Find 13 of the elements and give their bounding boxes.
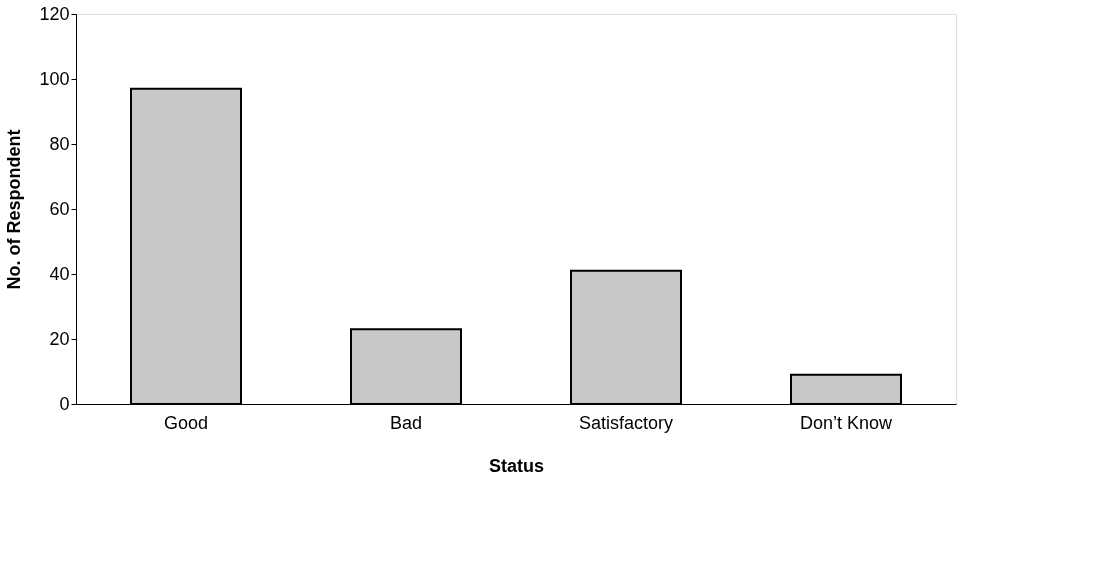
- y-tick-label: 120: [39, 3, 70, 24]
- y-tick-label: 40: [49, 263, 70, 284]
- y-tick-label: 100: [39, 68, 70, 89]
- x-tick-label: Don’t Know: [799, 412, 894, 433]
- y-tick-label: 0: [59, 393, 70, 414]
- x-tick-label: Bad: [389, 412, 423, 433]
- x-axis-title: Status: [488, 455, 545, 476]
- x-tick-label: Satisfactory: [578, 412, 674, 433]
- y-tick-label: 60: [49, 198, 70, 219]
- y-axis-title: No. of Respondent: [4, 129, 25, 290]
- y-tick-label: 80: [49, 133, 70, 154]
- x-tick-label: Good: [163, 412, 209, 433]
- y-tick-label: 20: [49, 328, 70, 349]
